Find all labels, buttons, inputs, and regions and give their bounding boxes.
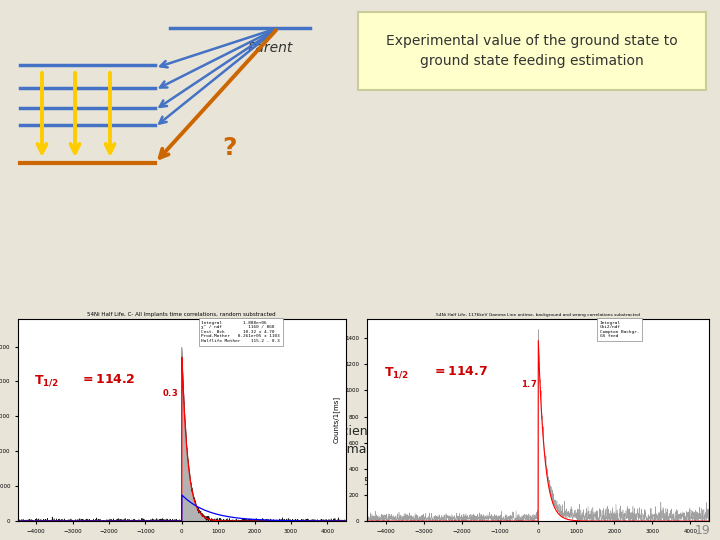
Text: 2: 2 bbox=[469, 489, 477, 502]
Text: Systematic errors such as beta efficiency error or survival probability errors
c: Systematic errors such as beta efficienc… bbox=[123, 425, 597, 456]
X-axis label: Correlation Time [ms]: Correlation Time [ms] bbox=[144, 539, 220, 540]
Text: 19: 19 bbox=[695, 523, 711, 537]
Text: $\mathbf{0.3}$: $\mathbf{0.3}$ bbox=[162, 387, 178, 397]
Bar bbox=[358, 12, 706, 90]
Text: $\mathbf{1.7}$: $\mathbf{1.7}$ bbox=[521, 379, 537, 389]
Text: Integral        1.888e+06
χ² / ndf          1160 / 868
Cnst. Bck       10.32 ± 4: Integral 1.888e+06 χ² / ndf 1160 / 868 C… bbox=[202, 321, 280, 343]
X-axis label: time[ms]: time[ms] bbox=[523, 539, 554, 540]
Text: $\mathbf{T_{1/2}}$: $\mathbf{T_{1/2}}$ bbox=[384, 365, 409, 380]
Text: g.s.  feed: g.s. feed bbox=[271, 480, 348, 498]
Text: Parent: Parent bbox=[248, 41, 293, 55]
Text: $\mathbf{=114.2}$: $\mathbf{=114.2}$ bbox=[80, 373, 135, 387]
Text: Experimental Result: Experimental Result bbox=[55, 480, 259, 498]
Text: Integral
Chi2/ndf
Compton Backgr.
GS feed: Integral Chi2/ndf Compton Backgr. GS fee… bbox=[600, 321, 639, 339]
Text: ?: ? bbox=[222, 136, 238, 160]
Text: Experimental value of the ground state to
ground state feeding estimation: Experimental value of the ground state t… bbox=[386, 33, 678, 68]
Text: $\mathbf{T_{1/2}}$: $\mathbf{T_{1/2}}$ bbox=[35, 373, 59, 388]
Text: $\mathbf{=114.7}$: $\mathbf{=114.7}$ bbox=[432, 365, 488, 379]
Title: 54Ni Half Life, C- All Implants time correlations, random substracted: 54Ni Half Life, C- All Implants time cor… bbox=[88, 312, 276, 317]
Title: 54Ni Half Life, 1176keV Gamma Line ontime, background and wrong correlations sub: 54Ni Half Life, 1176keV Gamma Line ontim… bbox=[436, 313, 640, 317]
Text: Ni =0.79: Ni =0.79 bbox=[380, 480, 459, 498]
Text: 54: 54 bbox=[363, 477, 377, 487]
Y-axis label: Counts/1[ms]: Counts/1[ms] bbox=[333, 396, 340, 443]
